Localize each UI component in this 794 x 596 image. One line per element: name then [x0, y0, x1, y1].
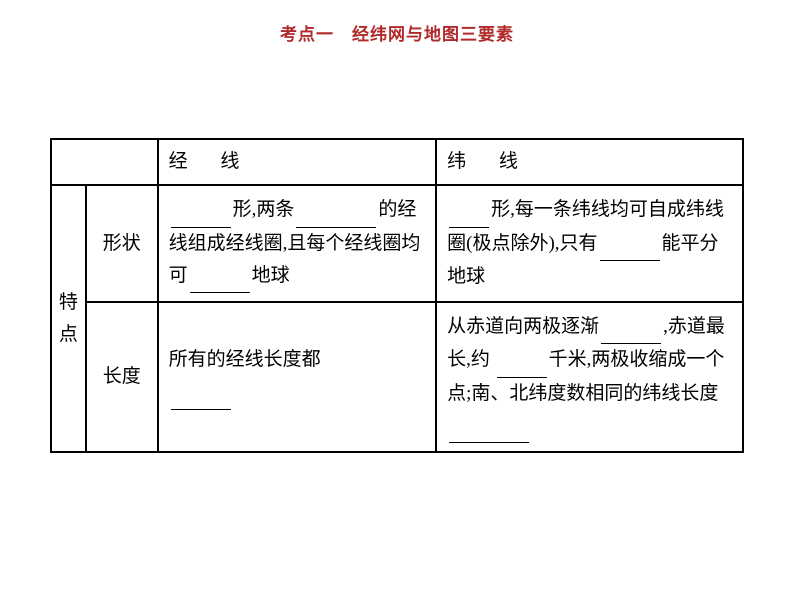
header-col2-char2: 线 [499, 151, 518, 172]
spacer [466, 151, 499, 172]
page-title: 考点一 经纬网与地图三要素 [0, 0, 794, 45]
blank-input[interactable] [296, 194, 376, 227]
table-container: 经 线 纬 线 特点 形状 形,两条 的经线组成经线圈,且每个经线圈均可 地球 … [50, 138, 744, 453]
attr-shape: 形状 [86, 185, 158, 302]
shape-jingxian: 形,两条 的经线组成经线圈,且每个经线圈均可 地球 [158, 185, 437, 302]
blank-input[interactable] [497, 344, 547, 377]
length-jingxian: 所有的经线长度都 [158, 302, 437, 452]
table-row: 特点 形状 形,两条 的经线组成经线圈,且每个经线圈均可 地球 形,每一条纬线均… [51, 185, 743, 302]
comparison-table: 经 线 纬 线 特点 形状 形,两条 的经线组成经线圈,且每个经线圈均可 地球 … [50, 138, 744, 453]
blank-input[interactable] [171, 377, 231, 410]
text-part: 所有的经线长度都 [169, 349, 321, 370]
category-label: 特点 [59, 292, 78, 345]
table-header-row: 经 线 纬 线 [51, 139, 743, 185]
blank-input[interactable] [449, 194, 489, 227]
spacer [188, 151, 221, 172]
text-part: 从赤道向两极逐渐 [447, 316, 599, 337]
blank-input[interactable] [449, 410, 529, 443]
table-row: 长度 所有的经线长度都 从赤道向两极逐渐 ,赤道最长,约 千米,两极收缩成一个点… [51, 302, 743, 452]
category-cell: 特点 [51, 185, 86, 452]
blank-input[interactable] [600, 228, 660, 261]
length-weixian: 从赤道向两极逐渐 ,赤道最长,约 千米,两极收缩成一个点;南、北纬度数相同的纬线… [436, 302, 743, 452]
shape-weixian: 形,每一条纬线均可自成纬线圈(极点除外),只有 能平分地球 [436, 185, 743, 302]
blank-input[interactable] [171, 194, 231, 227]
header-col1-char2: 线 [220, 151, 239, 172]
header-jingxian: 经 线 [158, 139, 437, 185]
text-part: 地球 [252, 265, 290, 286]
header-empty [51, 139, 158, 185]
attr-length: 长度 [86, 302, 158, 452]
text-part: 形,两条 [233, 199, 295, 220]
blank-input[interactable] [601, 311, 661, 344]
header-col2-char1: 纬 [447, 151, 466, 172]
header-weixian: 纬 线 [436, 139, 743, 185]
blank-input[interactable] [190, 260, 250, 293]
header-col1-char1: 经 [169, 151, 188, 172]
